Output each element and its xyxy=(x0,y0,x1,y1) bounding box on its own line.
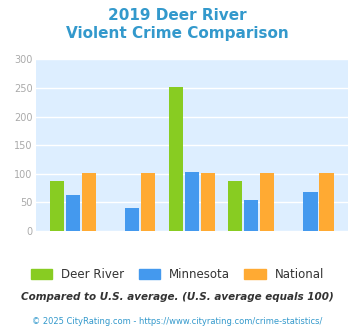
Bar xyxy=(141,173,155,231)
Bar xyxy=(125,208,140,231)
Bar xyxy=(50,181,64,231)
Bar xyxy=(320,173,334,231)
Bar xyxy=(228,181,242,231)
Bar xyxy=(304,192,318,231)
Text: Violent Crime Comparison: Violent Crime Comparison xyxy=(66,26,289,41)
Bar xyxy=(244,200,258,231)
Legend: Deer River, Minnesota, National: Deer River, Minnesota, National xyxy=(26,263,329,286)
Bar xyxy=(185,172,199,231)
Bar xyxy=(260,173,274,231)
Bar xyxy=(82,173,96,231)
Text: © 2025 CityRating.com - https://www.cityrating.com/crime-statistics/: © 2025 CityRating.com - https://www.city… xyxy=(32,317,323,326)
Text: Compared to U.S. average. (U.S. average equals 100): Compared to U.S. average. (U.S. average … xyxy=(21,292,334,302)
Bar xyxy=(201,173,215,231)
Bar xyxy=(66,195,80,231)
Bar xyxy=(169,87,183,231)
Text: 2019 Deer River: 2019 Deer River xyxy=(108,8,247,23)
